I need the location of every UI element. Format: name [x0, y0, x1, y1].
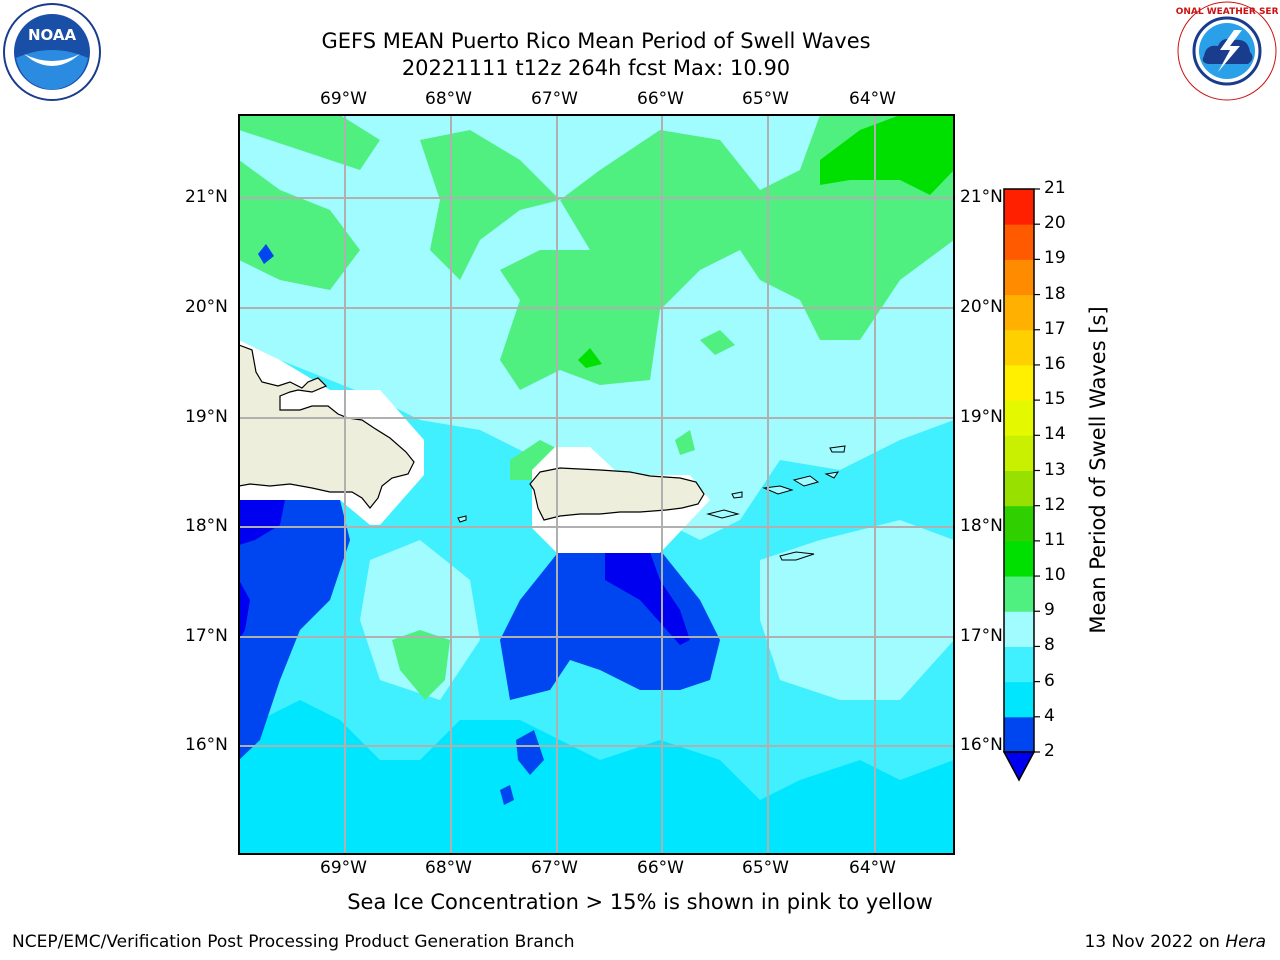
island-outline	[792, 475, 820, 487]
colorbar-tick-label: 8	[1044, 635, 1055, 656]
colorbar-segment	[1004, 646, 1034, 683]
colorbar-segment	[1004, 224, 1034, 260]
colorbar-segment	[1004, 189, 1034, 225]
colorbar-title: Mean Period of Swell Waves [s]	[1086, 306, 1110, 634]
island-outline	[731, 491, 743, 499]
island-outline	[706, 509, 740, 519]
period-under-2-region	[239, 580, 250, 640]
colorbar-segment	[1004, 329, 1034, 366]
lon-tick-bottom: 68°W	[425, 858, 472, 878]
lat-tick-right: 20°N	[960, 297, 1003, 317]
colorbar-segment	[1004, 576, 1034, 612]
footer-date-text: 13 Nov 2022 on	[1084, 932, 1226, 952]
colorbar-segment	[1004, 611, 1034, 647]
colorbar-tick-label: 20	[1044, 213, 1066, 234]
colorbar-segment	[1004, 540, 1034, 577]
lon-tick-bottom: 66°W	[637, 858, 684, 878]
colorbar-tick-label: 6	[1044, 670, 1055, 691]
lat-tick-right: 17°N	[960, 626, 1003, 646]
footer-host: Hera	[1225, 932, 1266, 952]
colorbar-segment	[1004, 259, 1034, 296]
noaa-logo: NOAA	[3, 3, 101, 101]
period-2-4-region	[516, 730, 544, 775]
island-outline	[824, 471, 840, 479]
colorbar-tick-label: 2	[1044, 741, 1055, 761]
nws-logo: NATIONAL WEATHER SERVICE	[1176, 1, 1278, 101]
colorbar-under-extension	[1002, 751, 1036, 782]
lat-tick-left: 16°N	[185, 735, 228, 755]
lon-tick-bottom: 65°W	[742, 858, 789, 878]
footer-date: 13 Nov 2022 on Hera	[1084, 932, 1266, 952]
island-outline	[829, 445, 846, 453]
nws-logo-text: NATIONAL WEATHER SERVICE	[1176, 7, 1278, 17]
period-9-10-region	[392, 630, 450, 700]
island-outline	[779, 551, 815, 561]
lat-tick-left: 19°N	[185, 407, 228, 427]
colorbar-segment	[1004, 435, 1034, 471]
map-frame	[238, 114, 955, 855]
island-outline	[762, 485, 794, 495]
period-8-9-region	[760, 520, 954, 700]
colorbar-segment	[1004, 400, 1034, 436]
colorbar-tick-label: 19	[1044, 248, 1066, 269]
colorbar-segment	[1004, 470, 1034, 507]
period-2-4-region	[500, 785, 514, 805]
period-10-11-region	[820, 115, 954, 195]
colorbar-tick-label: 13	[1044, 459, 1066, 480]
period-6-region	[239, 700, 954, 854]
chart-subtitle: 20221111 t12z 264h fcst Max: 10.90	[401, 56, 791, 80]
period-under-2-region	[239, 500, 285, 545]
lon-tick-bottom: 64°W	[849, 858, 896, 878]
lat-tick-right: 19°N	[960, 407, 1003, 427]
colorbar-tick-label: 9	[1044, 600, 1055, 621]
map-gridlines	[239, 115, 954, 854]
colorbar-tick-label: 12	[1044, 494, 1066, 515]
period-9-10-region	[510, 440, 560, 480]
colorbar-segment	[1004, 294, 1034, 331]
colorbar-tick-label: 17	[1044, 318, 1066, 339]
lat-tick-right: 21°N	[960, 187, 1003, 207]
island-outline	[457, 515, 467, 523]
lon-tick-top: 69°W	[320, 89, 367, 109]
lat-tick-left: 21°N	[185, 187, 228, 207]
lon-tick-top: 68°W	[425, 89, 472, 109]
lat-tick-right: 18°N	[960, 516, 1003, 536]
colorbar-segment	[1004, 716, 1034, 753]
colorbar-segment	[1004, 364, 1034, 401]
footer-credit: NCEP/EMC/Verification Post Processing Pr…	[12, 932, 575, 952]
colorbar-tick-label: 16	[1044, 353, 1066, 374]
lon-tick-bottom: 69°W	[320, 858, 367, 878]
period-2-4-region	[258, 244, 274, 264]
colorbar-tick-label: 4	[1044, 705, 1055, 726]
lon-tick-top: 67°W	[531, 89, 578, 109]
period-9-10-region	[700, 330, 735, 355]
colorbar-tick-label: 10	[1044, 565, 1066, 586]
colorbar-tick-label: 11	[1044, 529, 1066, 550]
colorbar-tick-label: 18	[1044, 283, 1066, 304]
lon-tick-top: 64°W	[849, 89, 896, 109]
colorbar-segment	[1004, 505, 1034, 542]
period-2-4-region	[239, 500, 350, 760]
lon-tick-bottom: 67°W	[531, 858, 578, 878]
lat-tick-left: 17°N	[185, 626, 228, 646]
colorbar-segment	[1004, 681, 1034, 718]
lon-tick-top: 65°W	[742, 89, 789, 109]
period-9-10-region	[675, 430, 695, 455]
colorbar-tick-label: 21	[1044, 178, 1066, 198]
period-under-2-region	[605, 552, 690, 645]
chart-title: GEFS MEAN Puerto Rico Mean Period of Swe…	[321, 29, 871, 53]
noaa-logo-text: NOAA	[28, 26, 77, 44]
colorbar-tick-label: 15	[1044, 389, 1066, 410]
colorbar-tick-label: 14	[1044, 424, 1066, 445]
lat-tick-left: 18°N	[185, 516, 228, 536]
puerto-rico-landmass	[529, 467, 705, 521]
lat-tick-left: 20°N	[185, 297, 228, 317]
lon-tick-top: 66°W	[637, 89, 684, 109]
sea-ice-caption: Sea Ice Concentration > 15% is shown in …	[347, 890, 933, 914]
lat-tick-right: 16°N	[960, 735, 1003, 755]
period-10-11-region	[578, 348, 602, 368]
